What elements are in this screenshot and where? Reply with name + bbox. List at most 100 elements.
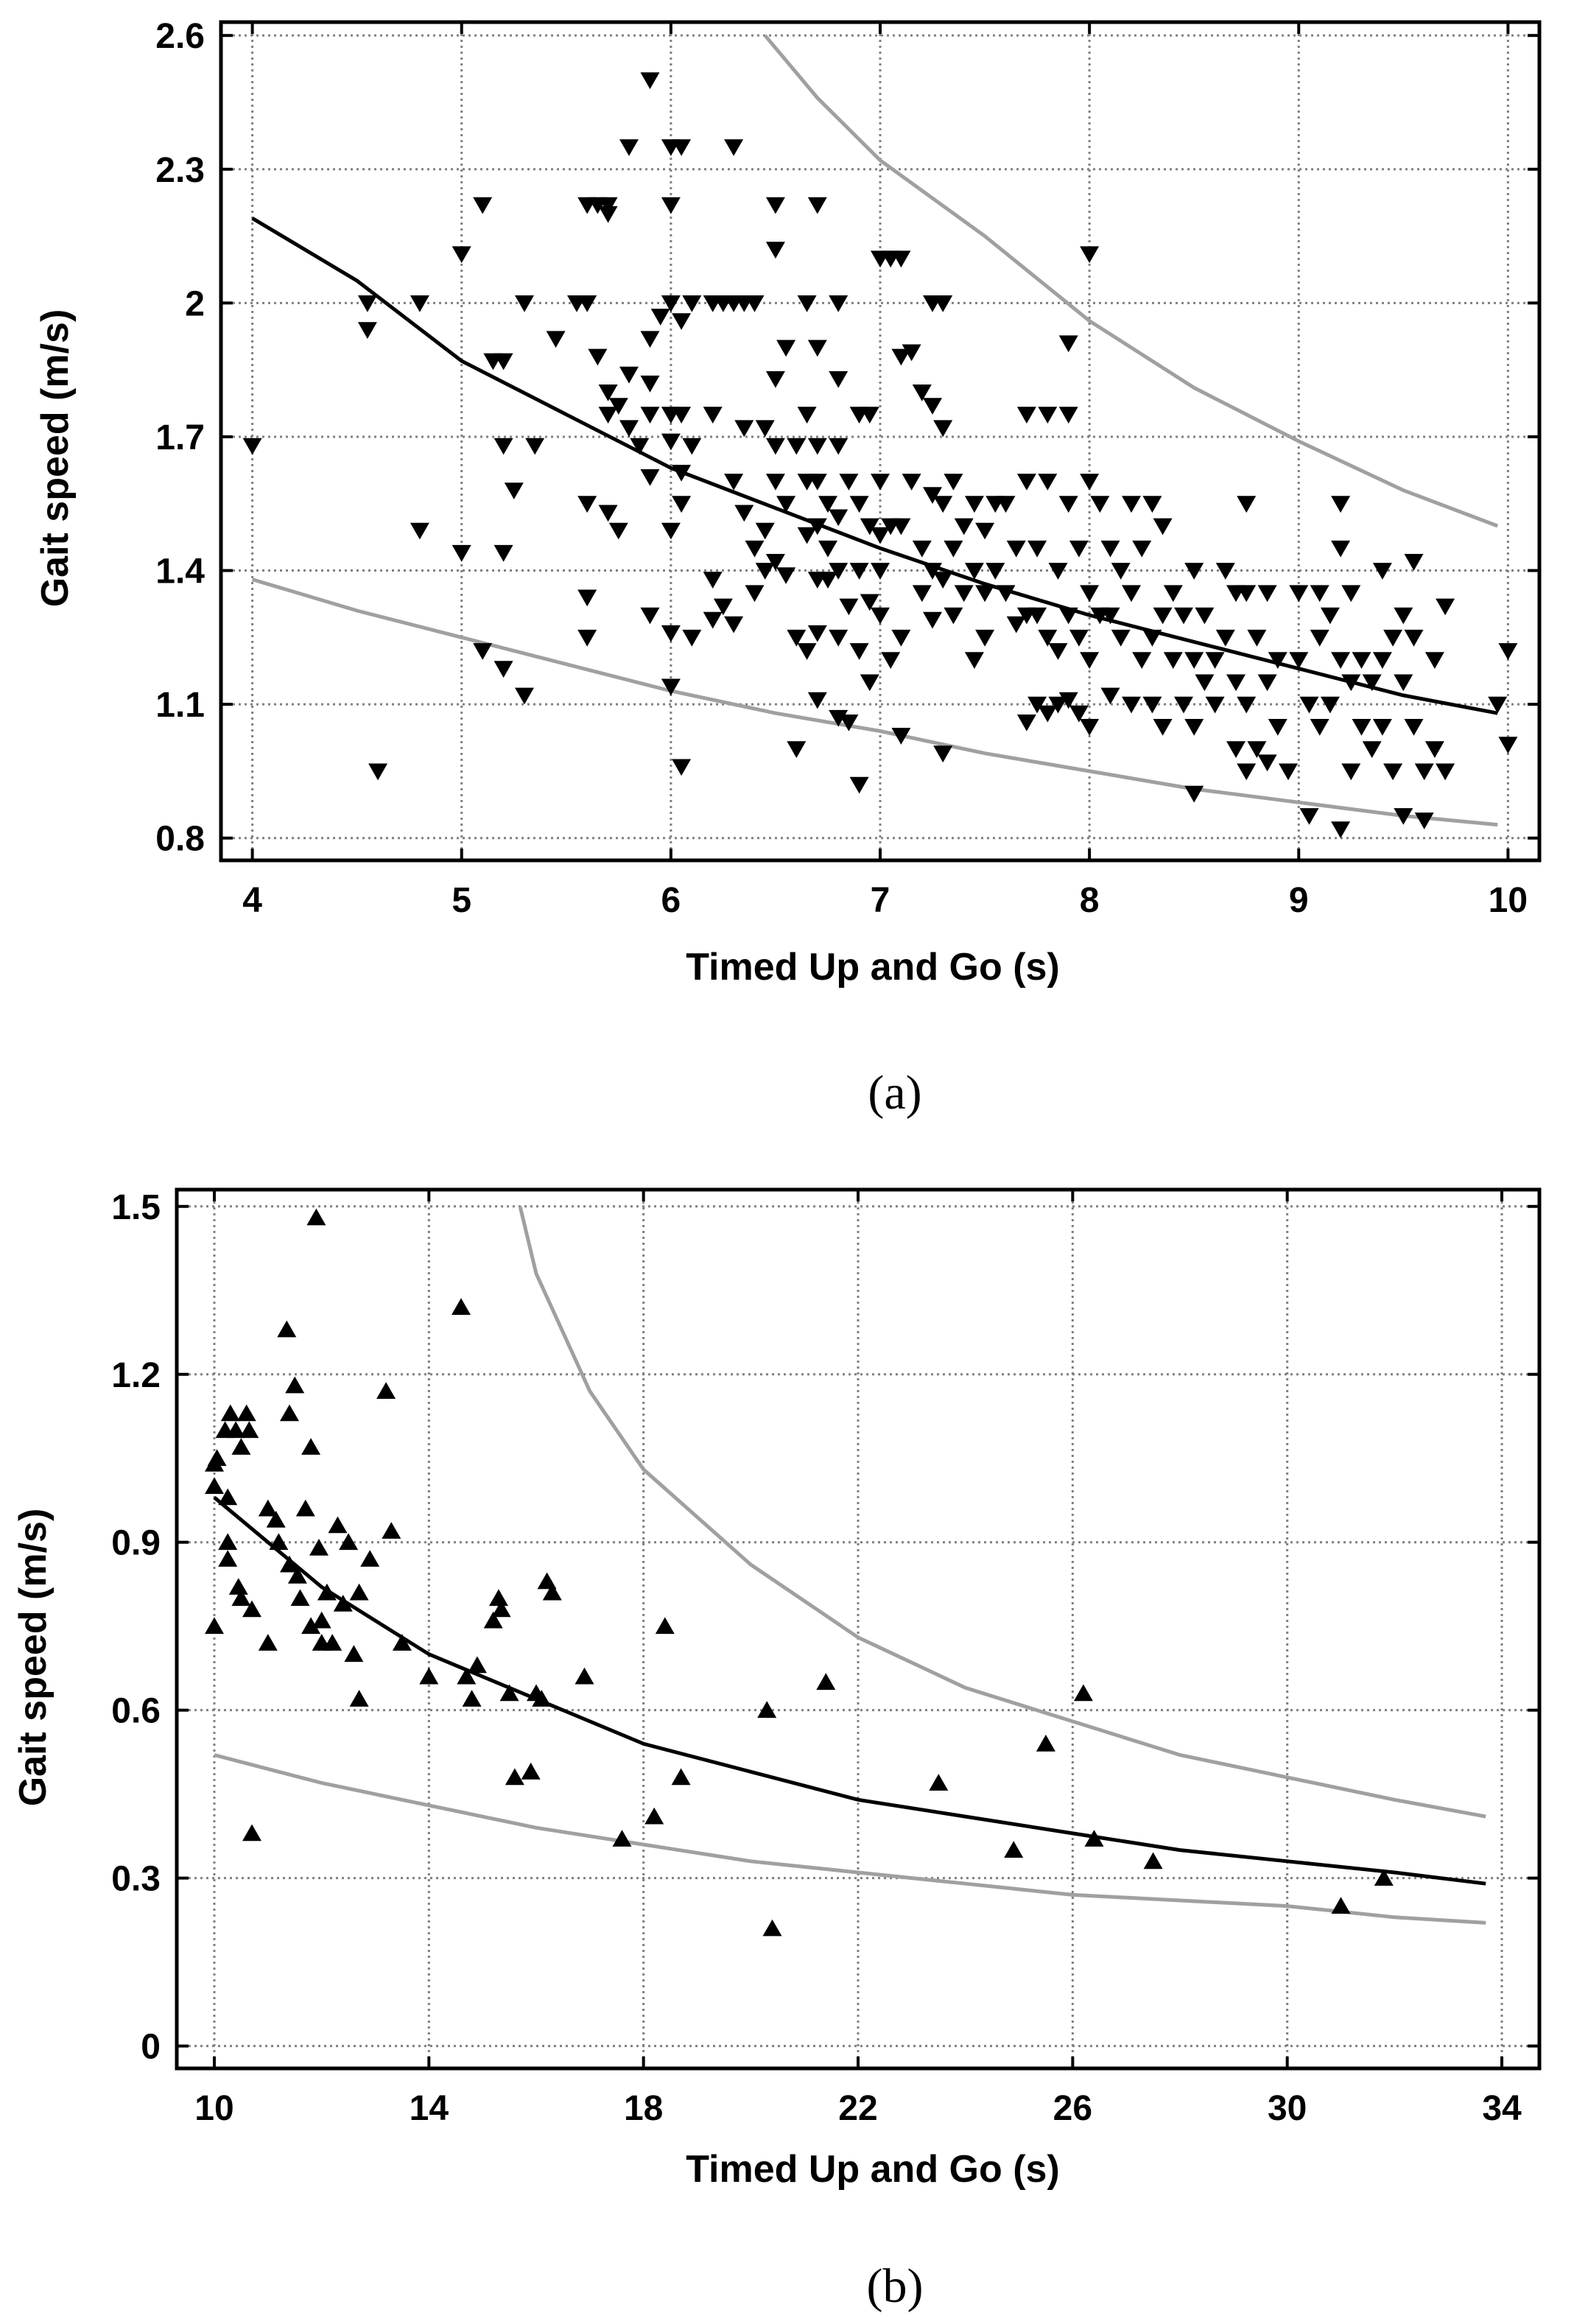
data-point	[975, 585, 995, 603]
y-tick-label: 1.7	[155, 418, 205, 457]
data-point	[1153, 607, 1173, 625]
data-point	[891, 348, 911, 366]
data-point	[1153, 518, 1173, 536]
data-point	[1404, 719, 1424, 736]
data-point	[1006, 616, 1026, 633]
data-point	[1383, 629, 1403, 647]
data-point	[912, 385, 932, 401]
data-point	[1016, 474, 1036, 491]
data-point	[1436, 763, 1455, 781]
data-point	[929, 1774, 949, 1791]
data-point	[839, 715, 859, 731]
data-point	[258, 1634, 278, 1651]
data-point	[996, 585, 1016, 603]
data-point	[410, 522, 429, 540]
data-point	[807, 692, 827, 709]
data-point	[1237, 496, 1257, 513]
data-point	[807, 197, 827, 214]
y-tick-label: 2	[185, 284, 205, 323]
data-point	[923, 398, 942, 415]
data-point	[797, 527, 817, 544]
data-point	[473, 643, 493, 660]
data-point	[333, 1595, 353, 1612]
data-point	[287, 1567, 307, 1584]
data-point	[755, 563, 775, 580]
data-point	[1163, 652, 1183, 669]
data-point	[382, 1522, 401, 1539]
data-point	[1404, 554, 1424, 571]
data-point	[755, 522, 775, 540]
data-point	[231, 1438, 251, 1455]
data-point	[368, 763, 388, 781]
x-tick-label: 8	[1080, 881, 1100, 920]
data-point	[577, 496, 597, 513]
data-point	[745, 585, 765, 603]
data-point	[765, 371, 785, 388]
data-point	[619, 366, 639, 384]
data-point	[1038, 705, 1058, 723]
data-point	[1257, 585, 1277, 603]
data-point	[891, 250, 911, 268]
data-point	[1122, 696, 1141, 714]
data-point	[608, 398, 628, 415]
data-point	[491, 1600, 511, 1618]
data-point	[1100, 540, 1120, 558]
data-point	[1205, 652, 1225, 669]
data-point	[871, 607, 890, 625]
data-point	[1142, 496, 1162, 513]
data-point	[661, 433, 681, 451]
data-point	[349, 1583, 369, 1601]
data-point	[258, 1499, 278, 1517]
x-tick-label: 4	[242, 881, 262, 920]
data-point	[1257, 674, 1277, 692]
y-tick-label: 0.6	[111, 1692, 161, 1731]
data-point	[218, 1533, 238, 1551]
data-point	[1038, 629, 1058, 647]
data-point	[1394, 674, 1413, 692]
data-point	[829, 709, 849, 727]
data-point	[328, 1516, 348, 1534]
data-point	[542, 1583, 562, 1601]
data-point	[493, 438, 513, 455]
data-point	[1372, 719, 1392, 736]
data-point	[1247, 629, 1267, 647]
data-point	[577, 589, 597, 607]
x-tick-label: 5	[452, 881, 471, 920]
data-point	[672, 496, 692, 513]
data-point	[807, 625, 827, 642]
data-point	[902, 474, 921, 491]
x-tick-label: 22	[838, 2089, 877, 2128]
data-point	[891, 629, 911, 647]
y-tick-label: 0.9	[111, 1524, 161, 1563]
data-point	[703, 407, 723, 424]
x-tick-label: 9	[1289, 881, 1309, 920]
data-point	[306, 1208, 326, 1226]
data-point	[493, 353, 513, 371]
data-point	[1080, 474, 1100, 491]
data-point	[1027, 696, 1047, 714]
data-point	[1100, 607, 1120, 625]
data-point	[1394, 607, 1413, 625]
data-point	[1279, 763, 1298, 781]
data-point	[546, 331, 566, 348]
x-tick-label: 30	[1268, 2089, 1307, 2128]
data-point	[1205, 696, 1225, 714]
data-point	[816, 1673, 836, 1691]
data-point	[1498, 643, 1518, 660]
data-point	[1084, 1830, 1104, 1847]
data-point	[1184, 563, 1204, 580]
data-point	[996, 496, 1016, 513]
data-point	[1027, 607, 1047, 625]
x-tick-label: 26	[1053, 2089, 1092, 2128]
data-point	[1016, 715, 1036, 731]
data-point	[640, 469, 660, 486]
data-point	[1299, 808, 1319, 825]
data-point	[598, 407, 618, 424]
data-point	[807, 474, 827, 491]
data-point	[734, 505, 754, 522]
data-point	[703, 611, 723, 629]
y-tick-label: 1.5	[111, 1188, 161, 1227]
data-point	[598, 206, 618, 223]
data-point	[829, 563, 849, 580]
data-point	[598, 197, 618, 214]
